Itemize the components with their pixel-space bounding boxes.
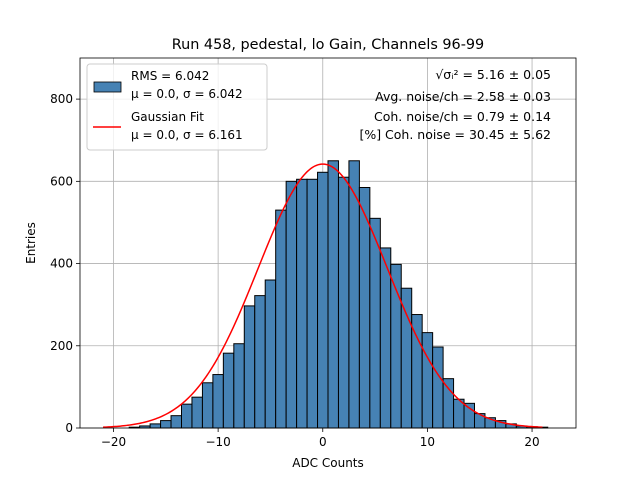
histogram-bar xyxy=(442,378,455,429)
histogram-bar xyxy=(317,171,329,429)
x-tick-label: −20 xyxy=(101,435,126,449)
plot-frame xyxy=(79,57,577,429)
y-axis-label: Entries xyxy=(24,222,38,264)
histogram-bar xyxy=(327,160,339,429)
annotation-avg-noise: Avg. noise/ch = 2.58 ± 0.03 xyxy=(375,89,551,104)
x-tick-label: 0 xyxy=(319,435,327,449)
legend-box xyxy=(86,63,268,151)
histogram-bar xyxy=(369,217,381,429)
x-tick-label: −10 xyxy=(205,435,230,449)
chart-title: Run 458, pedestal, lo Gain, Channels 96-… xyxy=(172,37,484,53)
y-tick-label: 800 xyxy=(50,92,73,106)
histogram-bar xyxy=(432,346,444,429)
histogram-bar xyxy=(222,352,235,429)
histogram-bar xyxy=(463,402,475,429)
histogram-bar xyxy=(149,423,162,429)
x-axis-label: ADC Counts xyxy=(292,456,364,470)
legend-patch-histogram xyxy=(93,81,122,93)
y-axis-ticks: 0 200 400 600 800 xyxy=(50,92,80,435)
x-tick-label: 10 xyxy=(420,435,435,449)
y-tick-label: 400 xyxy=(50,257,73,271)
histogram-bar xyxy=(337,176,350,429)
histogram-bar xyxy=(201,382,214,429)
histogram-bar xyxy=(243,305,256,429)
annotation-coh-noise: Coh. noise/ch = 0.79 ± 0.14 xyxy=(374,109,551,124)
histogram-bar xyxy=(400,287,413,429)
histogram-bar xyxy=(379,247,392,429)
annotation-sqrt-sigma: √σᵢ² = 5.16 ± 0.05 xyxy=(435,67,551,82)
histogram-bar xyxy=(306,178,319,429)
histogram-bar xyxy=(275,209,287,429)
histogram-bar xyxy=(233,343,245,429)
annotation-coh-noise-pct: [%] Coh. noise = 30.45 ± 5.62 xyxy=(359,127,551,142)
y-tick-label: 600 xyxy=(50,174,73,188)
legend-label-histogram: RMS = 6.042 xyxy=(131,69,209,83)
y-tick-label: 0 xyxy=(65,421,73,435)
annotation-sqrt-symbol: √σᵢ² xyxy=(435,67,458,82)
histogram-bar xyxy=(212,374,224,429)
histogram-bar xyxy=(421,332,434,429)
histogram-bar xyxy=(296,178,308,429)
histogram-bar xyxy=(181,403,193,429)
stats-annotations: √σᵢ² = 5.16 ± 0.05 Avg. noise/ch = 2.58 … xyxy=(359,67,551,142)
legend-label-fit: Gaussian Fit xyxy=(131,110,204,124)
legend: RMS = 6.042 μ = 0.0, σ = 6.042 Gaussian … xyxy=(86,63,268,151)
legend-sublabel-fit: μ = 0.0, σ = 6.161 xyxy=(131,128,243,142)
x-tick-label: 20 xyxy=(524,435,539,449)
x-axis-ticks: −20 −10 0 10 20 xyxy=(101,428,540,449)
annotation-sqrt-value: = 5.16 ± 0.05 xyxy=(458,67,551,82)
histogram-bar xyxy=(285,180,298,429)
histogram-bar xyxy=(411,314,423,429)
histogram-bar xyxy=(170,415,183,429)
histogram-bar xyxy=(191,396,203,429)
histogram-bar xyxy=(264,279,277,429)
y-tick-label: 200 xyxy=(50,339,73,353)
histogram-bar xyxy=(254,295,266,429)
gaussian-fit-curve xyxy=(102,163,543,428)
legend-sublabel-histogram: μ = 0.0, σ = 6.042 xyxy=(131,87,243,101)
histogram-bar xyxy=(160,420,172,429)
